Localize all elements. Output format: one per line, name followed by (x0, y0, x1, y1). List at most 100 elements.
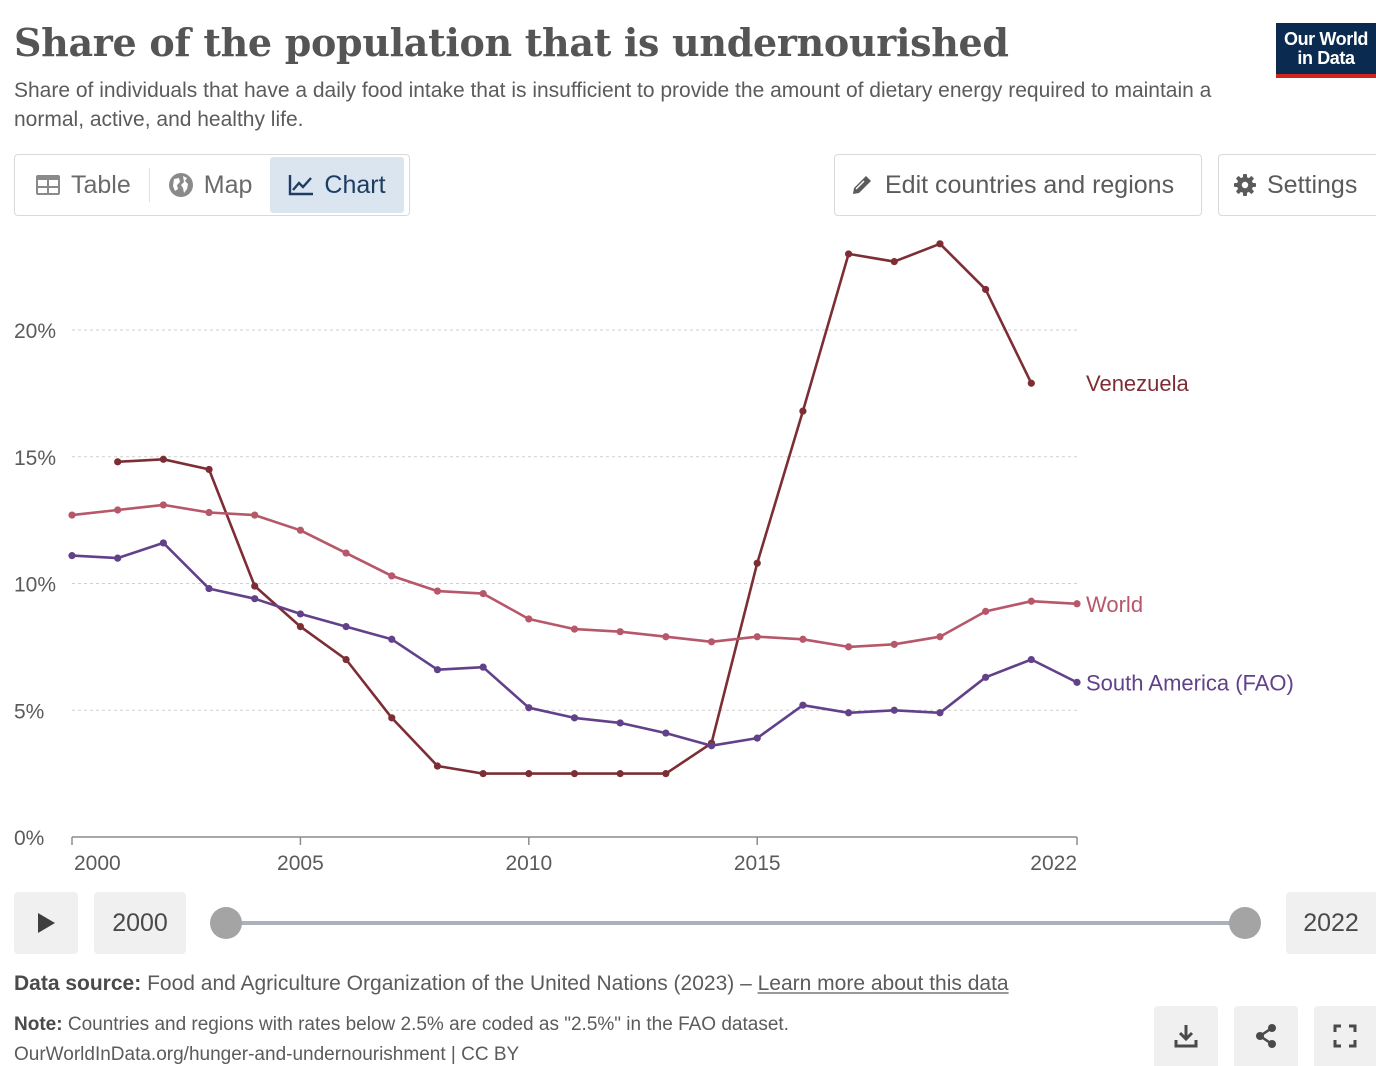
x-tick-label: 2000 (74, 852, 121, 875)
settings-button[interactable]: Settings (1218, 154, 1376, 216)
play-icon (38, 913, 55, 933)
data-point-south-america-fao (205, 584, 213, 593)
data-point-south-america-fao (159, 539, 167, 547)
gear-icon (1234, 174, 1256, 196)
series-line-venezuela (117, 242, 1033, 775)
data-source: Data source: Food and Agriculture Organi… (14, 972, 1009, 996)
data-point-world (662, 633, 670, 641)
data-point-world (844, 643, 853, 651)
data-source-label: Data source: (14, 972, 142, 995)
data-point-world (753, 633, 761, 641)
y-tick-label: 15% (14, 447, 56, 470)
data-point-world (159, 501, 167, 509)
note-label: Note: (14, 1014, 63, 1035)
data-point-south-america-fao (799, 701, 807, 709)
data-point-venezuela (205, 465, 213, 474)
data-point-world (707, 638, 716, 646)
view-tabs: Table Map Chart (14, 154, 410, 216)
tab-chart-label: Chart (324, 170, 386, 199)
data-point-world (205, 508, 213, 517)
data-point-world (799, 635, 807, 643)
line-chart: 0% 5% 10% 15% 20% 2000 2005 2010 2015 2022 Venezue… (14, 240, 1294, 875)
data-point-venezuela (982, 285, 990, 294)
data-point-venezuela (525, 770, 533, 778)
data-point-venezuela (570, 770, 579, 778)
download-icon (1174, 1025, 1198, 1048)
data-point-south-america-fao (662, 729, 670, 737)
data-point-south-america-fao (525, 704, 533, 712)
learn-more-link[interactable]: Learn more about this data (757, 972, 1009, 995)
data-point-venezuela (251, 582, 259, 590)
data-point-venezuela (388, 714, 396, 722)
timeline-start-year[interactable]: 2000 (94, 892, 186, 954)
data-point-south-america-fao (68, 552, 76, 560)
y-tick-label: 10% (14, 574, 56, 597)
note-text: Countries and regions with rates below 2… (67, 1014, 789, 1035)
tab-chart[interactable]: Chart (270, 157, 404, 213)
data-point-south-america-fao (890, 706, 898, 714)
timeline-track[interactable] (226, 921, 1246, 925)
tab-table[interactable]: Table (17, 157, 149, 213)
series-label-world: World (1086, 592, 1143, 617)
data-point-world (1073, 600, 1081, 608)
data-point-south-america-fao (433, 666, 442, 674)
tab-map[interactable]: Map (150, 157, 271, 213)
tab-map-label: Map (203, 170, 253, 199)
data-point-venezuela (479, 770, 487, 778)
data-point-south-america-fao (1073, 678, 1081, 686)
table-icon (36, 175, 60, 195)
source-url[interactable]: OurWorldInData.org/hunger-and-undernouri… (14, 1044, 520, 1065)
data-point-south-america-fao (296, 610, 305, 618)
x-tick-label: 2010 (505, 852, 552, 875)
logo-line-2: in Data (1297, 47, 1355, 68)
owid-logo[interactable]: Our World in Data (1276, 23, 1376, 78)
fullscreen-button[interactable] (1314, 1006, 1376, 1066)
data-point-world (251, 511, 259, 519)
timeline-start-handle[interactable] (210, 907, 242, 939)
data-point-world (1027, 597, 1035, 605)
data-point-world (433, 587, 442, 595)
tab-table-label: Table (71, 170, 131, 199)
x-tick-label: 2015 (734, 852, 781, 875)
data-point-world (936, 633, 944, 641)
data-point-world (342, 549, 350, 557)
y-tick-label: 0% (14, 827, 44, 850)
data-point-venezuela (844, 250, 853, 258)
chart-title: Share of the population that is undernou… (14, 20, 1009, 65)
note: Note: Countries and regions with rates b… (14, 1014, 789, 1036)
share-icon (1256, 1024, 1276, 1048)
data-point-world (890, 640, 898, 648)
data-point-venezuela (890, 257, 898, 266)
data-point-venezuela (662, 770, 670, 778)
download-button[interactable] (1154, 1006, 1218, 1066)
data-point-venezuela (342, 655, 350, 664)
play-button[interactable] (14, 892, 78, 954)
tab-divider (148, 168, 150, 202)
logo-line-1: Our World (1283, 28, 1369, 49)
data-point-south-america-fao (707, 742, 716, 750)
edit-countries-button[interactable]: Edit countries and regions (834, 154, 1202, 216)
data-point-venezuela (936, 240, 944, 248)
data-point-south-america-fao (844, 709, 853, 717)
data-point-south-america-fao (479, 663, 487, 671)
data-point-venezuela (616, 770, 624, 778)
timeline-end-handle[interactable] (1229, 907, 1261, 939)
data-point-venezuela (1027, 379, 1035, 387)
data-point-south-america-fao (388, 635, 396, 643)
fullscreen-icon (1333, 1024, 1357, 1048)
data-point-world (479, 590, 487, 598)
data-source-text: Food and Agriculture Organization of the… (147, 972, 752, 995)
series-label-south-america-fao: South America (FAO) (1086, 670, 1294, 695)
edit-countries-label: Edit countries and regions (885, 170, 1175, 199)
data-point-world (525, 615, 533, 623)
data-point-world (616, 628, 624, 636)
data-point-world (982, 607, 990, 615)
data-point-world (114, 506, 122, 514)
data-point-venezuela (753, 559, 761, 567)
y-tick-label: 20% (14, 320, 56, 343)
data-point-world (296, 526, 305, 534)
data-point-south-america-fao (114, 554, 122, 562)
timeline-end-year[interactable]: 2022 (1286, 892, 1376, 954)
share-button[interactable] (1234, 1006, 1298, 1066)
data-point-south-america-fao (982, 673, 990, 681)
